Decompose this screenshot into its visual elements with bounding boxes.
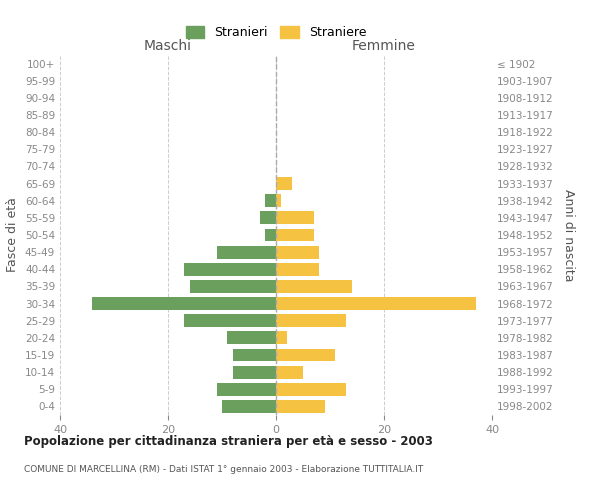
Text: Maschi: Maschi	[144, 40, 192, 54]
Legend: Stranieri, Straniere: Stranieri, Straniere	[181, 21, 371, 44]
Bar	[276, 332, 287, 344]
Bar	[276, 246, 319, 258]
Bar	[260, 212, 276, 224]
Bar	[276, 297, 476, 310]
Bar	[190, 280, 276, 293]
Bar	[276, 366, 303, 378]
Bar	[276, 383, 346, 396]
Text: COMUNE DI MARCELLINA (RM) - Dati ISTAT 1° gennaio 2003 - Elaborazione TUTTITALIA: COMUNE DI MARCELLINA (RM) - Dati ISTAT 1…	[24, 465, 423, 474]
Y-axis label: Fasce di età: Fasce di età	[7, 198, 19, 272]
Bar	[276, 228, 314, 241]
Bar	[265, 228, 276, 241]
Bar	[233, 366, 276, 378]
Bar	[217, 383, 276, 396]
Bar	[184, 314, 276, 327]
Bar	[276, 212, 314, 224]
Bar	[276, 314, 346, 327]
Bar	[276, 400, 325, 413]
Bar	[222, 400, 276, 413]
Text: Popolazione per cittadinanza straniera per età e sesso - 2003: Popolazione per cittadinanza straniera p…	[24, 435, 433, 448]
Bar	[276, 263, 319, 276]
Bar	[233, 348, 276, 362]
Bar	[227, 332, 276, 344]
Bar	[265, 194, 276, 207]
Bar	[276, 348, 335, 362]
Bar	[276, 280, 352, 293]
Bar	[276, 177, 292, 190]
Bar	[217, 246, 276, 258]
Text: Femmine: Femmine	[352, 40, 416, 54]
Bar	[184, 263, 276, 276]
Y-axis label: Anni di nascita: Anni di nascita	[562, 188, 575, 281]
Bar	[92, 297, 276, 310]
Bar	[276, 194, 281, 207]
